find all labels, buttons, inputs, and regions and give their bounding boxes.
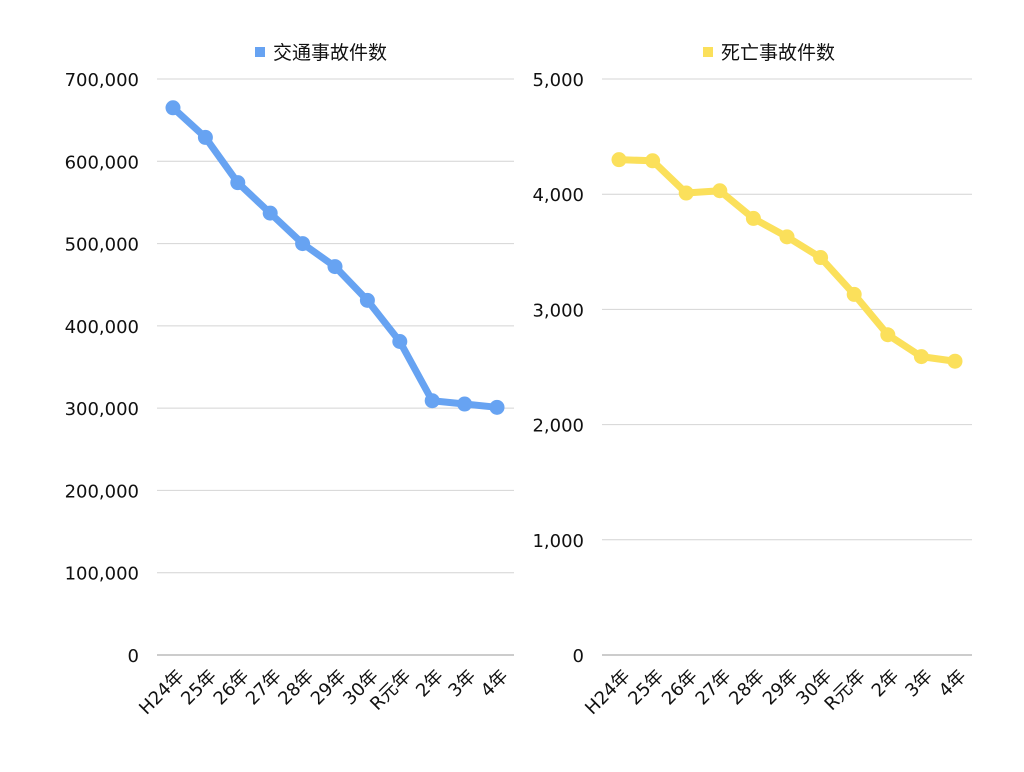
y-tick-label: 200,000	[65, 481, 139, 502]
series-line	[615, 156, 959, 365]
data-point	[813, 250, 829, 266]
x-tick-label: 25年	[177, 666, 221, 710]
y-tick-label: 1,000	[532, 531, 584, 552]
y-tick-label: 0	[128, 646, 139, 667]
data-point	[197, 129, 213, 145]
data-point	[913, 349, 929, 365]
x-tick-label: 25年	[624, 666, 668, 710]
y-tick-label: 600,000	[65, 152, 139, 173]
series-line	[169, 104, 501, 411]
data-point	[846, 286, 862, 302]
data-point	[359, 292, 375, 308]
y-tick-label: 700,000	[65, 70, 139, 91]
y-tick-label: 5,000	[532, 70, 584, 91]
x-tick-label: 28年	[725, 666, 769, 710]
data-point	[295, 236, 311, 252]
y-tick-label: 4,000	[532, 185, 584, 206]
y-tick-label: 0	[573, 646, 584, 667]
data-point	[392, 333, 408, 349]
x-tick-label: 3年	[444, 666, 480, 702]
traffic-accidents-chart: 0 100,000 200,000 300,000 400,000 500,000 600,…	[65, 42, 514, 719]
x-tick-label: 4年	[935, 666, 971, 702]
y-tick-label: 3,000	[532, 300, 584, 321]
legend-label: 交通事故件数	[273, 42, 387, 64]
y-tick-label: 2,000	[532, 416, 584, 437]
x-tick-label: 4年	[477, 666, 513, 702]
data-point	[880, 327, 896, 343]
data-point	[165, 100, 181, 116]
legend-label: 死亡事故件数	[721, 42, 835, 64]
data-point	[779, 229, 795, 245]
legend-swatch	[703, 47, 713, 57]
x-tick-label: 27年	[242, 666, 286, 710]
data-point	[947, 353, 963, 369]
data-point	[745, 210, 761, 226]
data-point	[645, 153, 661, 169]
x-tick-label: 3年	[901, 666, 937, 702]
data-point	[678, 185, 694, 201]
y-tick-label: 300,000	[65, 399, 139, 420]
x-tick-label: 26年	[658, 666, 702, 710]
data-point	[489, 399, 505, 415]
x-tick-label: 27年	[692, 666, 736, 710]
data-point	[424, 393, 440, 409]
data-point	[262, 205, 278, 221]
fatal-accidents-chart: 01,0002,0003,0004,0005,000H24年25年26年27年2…	[532, 42, 972, 719]
x-tick-label: 29年	[759, 666, 803, 710]
legend-swatch	[255, 47, 265, 57]
y-tick-label: 400,000	[65, 317, 139, 338]
data-point	[230, 175, 246, 191]
data-point	[611, 152, 627, 168]
x-tick-label: 2年	[868, 666, 904, 702]
data-point	[457, 396, 473, 412]
y-tick-label: 100,000	[65, 564, 139, 585]
x-tick-label: 29年	[307, 666, 351, 710]
x-tick-label: 28年	[274, 666, 318, 710]
y-tick-label: 500,000	[65, 235, 139, 256]
x-tick-label: 26年	[210, 666, 254, 710]
data-point	[327, 259, 343, 275]
x-tick-label: 2年	[412, 666, 448, 702]
data-point	[712, 183, 728, 199]
